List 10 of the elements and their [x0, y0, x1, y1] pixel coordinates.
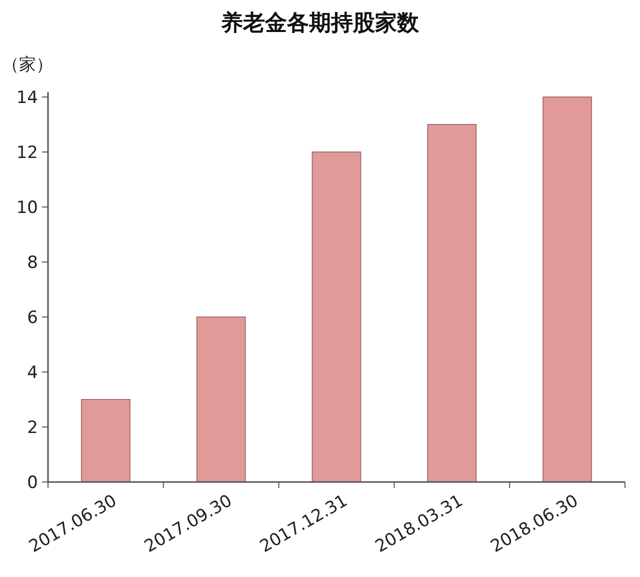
y-tick-label: 2 [27, 418, 38, 438]
y-tick-label: 10 [16, 198, 38, 218]
chart-title: 养老金各期持股家数 [220, 10, 420, 36]
y-axis-title: （家） [2, 55, 53, 75]
y-tick-label: 8 [27, 253, 38, 273]
y-tick-label: 0 [27, 473, 38, 493]
y-tick-label: 12 [16, 143, 38, 163]
y-tick-label: 6 [27, 308, 38, 328]
y-tick-label: 14 [16, 88, 38, 108]
y-tick-label: 4 [27, 363, 38, 383]
